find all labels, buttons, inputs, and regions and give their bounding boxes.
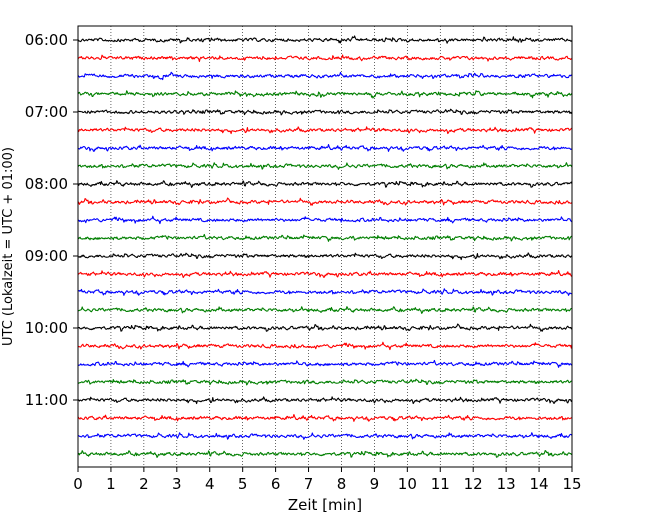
trace-layer — [77, 35, 573, 458]
y-axis-label: UTC (Lokalzeit = UTC + 01:00) — [1, 147, 16, 346]
tick-layer: 0 1 2 3 4 5 6 7 8 9 10 11 12 13 14 1506:0007:0008:0009:… — [25, 31, 582, 493]
plot-frame — [77, 25, 573, 468]
seismic-trace — [77, 378, 573, 386]
seismic-trace — [77, 180, 573, 188]
seismic-trace — [77, 233, 573, 242]
seismic-trace — [77, 323, 573, 332]
seismic-trace — [77, 413, 573, 422]
seismic-trace — [77, 215, 573, 225]
seismic-trace — [77, 162, 573, 170]
seismic-trace — [77, 35, 573, 44]
seismic-trace — [77, 54, 573, 63]
seismic-trace — [77, 90, 573, 99]
seismic-trace — [77, 71, 573, 81]
y-tick-label: 11:00 — [25, 391, 68, 409]
seismic-trace — [77, 197, 573, 206]
seismic-trace — [77, 450, 573, 458]
seismic-trace — [77, 432, 573, 440]
x-tick-label: 6 — [271, 475, 281, 493]
seismic-trace — [77, 396, 573, 405]
x-tick-label: 11 — [431, 475, 450, 493]
seismic-trace — [77, 108, 573, 116]
x-tick-label: 4 — [205, 475, 215, 493]
seismic-trace — [77, 306, 573, 314]
y-tick-label: 06:00 — [25, 31, 68, 49]
x-tick-label: 8 — [337, 475, 347, 493]
seismic-trace — [77, 288, 573, 296]
y-tick-label: 08:00 — [25, 175, 68, 193]
x-tick-label: 0 — [73, 475, 83, 493]
x-tick-label: 5 — [238, 475, 248, 493]
y-tick-label: 07:00 — [25, 103, 68, 121]
x-tick-label: 13 — [497, 475, 516, 493]
x-tick-label: 7 — [304, 475, 314, 493]
seismic-trace — [77, 341, 573, 351]
seismic-trace — [77, 143, 573, 152]
x-tick-label: 2 — [139, 475, 149, 493]
x-tick-label: 15 — [562, 475, 581, 493]
x-tick-label: 9 — [370, 475, 380, 493]
x-tick-label: 1 — [106, 475, 116, 493]
seismic-trace — [77, 359, 573, 368]
x-tick-label: 14 — [530, 475, 549, 493]
y-tick-label: 10:00 — [25, 319, 68, 337]
x-tick-label: 12 — [464, 475, 483, 493]
seismic-trace — [77, 252, 573, 261]
x-axis-label: Zeit [min] — [288, 496, 362, 514]
x-tick-label: 10 — [398, 475, 417, 493]
seismic-trace — [77, 126, 573, 135]
x-tick-label: 3 — [172, 475, 182, 493]
y-tick-label: 09:00 — [25, 247, 68, 265]
seismic-trace — [77, 269, 573, 279]
